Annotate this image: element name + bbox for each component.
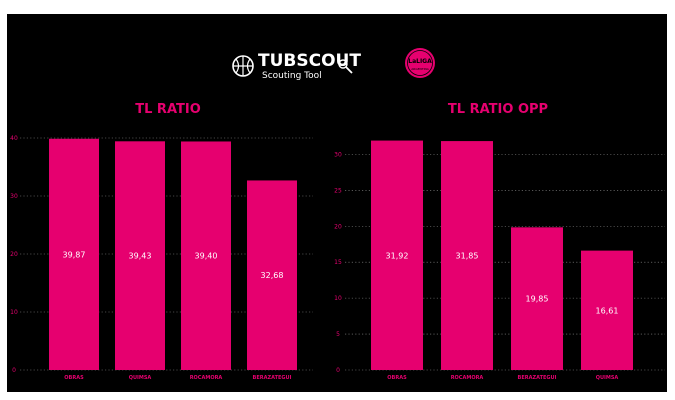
y-axis-ticks: 0 10 20 30 40: [10, 135, 18, 374]
bar: [49, 138, 99, 370]
bars: 31,92 OBRAS 31,85 ROCAMORA 19,85 BERAZATEGUI 1…: [371, 140, 633, 381]
bar: [581, 250, 633, 370]
bars: 39,87 OBRAS 39,43 QUIMSA 39,40 ROCAMORA 32,68 B…: [49, 138, 297, 381]
tubscout-logo: TUBSCOUT Scouting Tool: [232, 51, 361, 81]
y-tick-label: 0: [336, 367, 340, 374]
tl-ratio-opp-chart: TL RATIO OPP 0 5 10 15 20 25 30 31,92 OBRAS 31,8…: [334, 102, 665, 381]
y-tick-label: 20: [10, 251, 18, 258]
y-tick-label: 0: [12, 367, 16, 374]
category-label: ROCAMORA: [190, 375, 223, 381]
category-label: ROCAMORA: [451, 375, 484, 381]
bar: [181, 141, 231, 370]
brand-tagline: Scouting Tool: [262, 71, 322, 81]
y-tick-label: 30: [334, 151, 342, 158]
category-label: QUIMSA: [129, 375, 152, 381]
y-tick-label: 25: [334, 187, 342, 194]
bar-value-label: 32,68: [261, 271, 284, 280]
bar: [511, 227, 563, 370]
y-tick-label: 20: [334, 223, 342, 230]
bar-value-label: 16,61: [596, 306, 619, 315]
bar: [115, 141, 165, 370]
league-logo: LaLIGA ARGENTINA: [405, 48, 435, 78]
league-logo-sub: ARGENTINA: [411, 67, 430, 71]
category-label: BERAZATEGUI: [518, 375, 557, 381]
y-tick-label: 30: [10, 193, 18, 200]
chart-title: TL RATIO OPP: [448, 102, 548, 117]
bar-value-label: 19,85: [526, 295, 549, 304]
league-logo-text: LaLIGA: [408, 58, 432, 65]
y-axis-ticks: 0 5 10 15 20 25 30: [334, 151, 342, 374]
bar: [247, 180, 297, 370]
bar: [371, 140, 423, 370]
bar-value-label: 39,87: [63, 250, 86, 259]
bar-value-label: 31,92: [386, 251, 409, 260]
category-label: OBRAS: [387, 375, 407, 381]
bar-value-label: 31,85: [456, 252, 479, 261]
y-tick-label: 15: [334, 259, 342, 266]
chart-title: TL RATIO: [135, 102, 201, 117]
bar-value-label: 39,43: [129, 252, 152, 261]
basketball-icon: [232, 55, 254, 77]
brand-name: TUBSCOUT: [258, 51, 361, 71]
y-tick-label: 5: [336, 331, 340, 338]
bar: [441, 141, 493, 370]
y-tick-label: 40: [10, 135, 18, 142]
tl-ratio-chart: TL RATIO 0 10 20 30 40 39,87 OBRAS 39,43 QUIMSA…: [10, 102, 313, 381]
gridlines: [20, 137, 313, 371]
y-tick-label: 10: [10, 309, 18, 316]
y-tick-label: 10: [334, 295, 342, 302]
magnifier-icon: [338, 59, 353, 74]
category-label: BERAZATEGUI: [253, 375, 292, 381]
bar-value-label: 39,40: [195, 252, 218, 261]
category-label: QUIMSA: [596, 375, 619, 381]
gridlines: [345, 154, 665, 371]
category-label: OBRAS: [64, 375, 84, 381]
